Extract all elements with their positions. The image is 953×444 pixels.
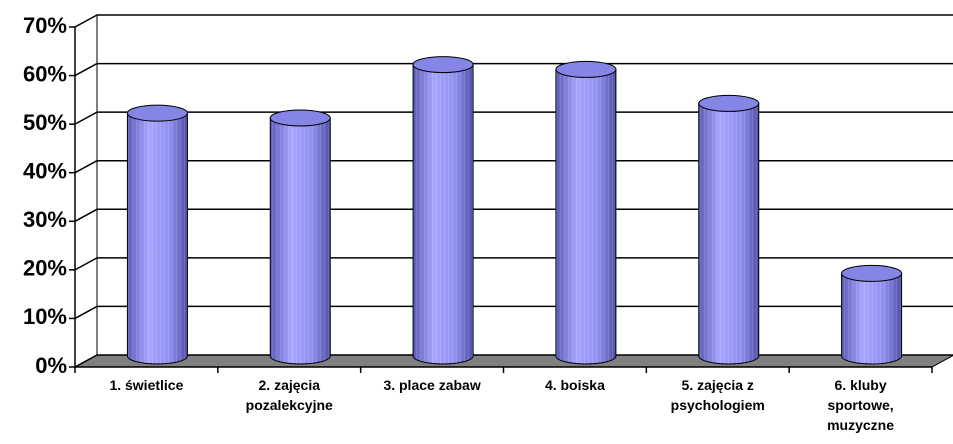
floor <box>74 354 953 368</box>
bar <box>269 109 331 365</box>
x-tick-label: 4. boiska <box>544 377 605 393</box>
bar <box>126 104 188 365</box>
grid-line <box>74 111 98 125</box>
grid-line <box>74 160 98 174</box>
bar-part <box>126 104 188 122</box>
bar <box>555 60 617 365</box>
y-tick-label: 20% <box>23 256 67 281</box>
grid-line <box>74 257 98 271</box>
back-wall <box>96 14 953 356</box>
grid-line <box>74 354 98 368</box>
y-tick-label: 10% <box>23 304 67 329</box>
x-tick-label: 2. zajęcia pozalekcyjne <box>245 377 333 413</box>
bar-part <box>413 64 474 365</box>
x-tick-label: 3. place zabaw <box>383 377 481 393</box>
y-tick-label: 60% <box>23 61 67 86</box>
bar-part <box>127 113 188 365</box>
bar-part <box>698 103 759 364</box>
bar-part <box>270 118 331 364</box>
grid-line <box>74 14 98 28</box>
bar <box>841 264 903 365</box>
y-tick-label: 40% <box>23 159 67 184</box>
x-tick-label: 1. świetlice <box>109 377 184 393</box>
bar-part <box>698 94 760 112</box>
grid-line <box>74 208 98 222</box>
bar-part <box>412 56 474 74</box>
bar-part <box>555 60 617 78</box>
y-tick-label: 50% <box>23 110 67 135</box>
y-tick-label: 30% <box>23 207 67 232</box>
bar <box>698 94 760 365</box>
bar-part <box>841 264 903 282</box>
bar-part <box>555 69 616 364</box>
x-tick-label: 6. kluby sportowe, muzyczne <box>827 377 895 433</box>
grid-line <box>74 305 98 320</box>
bar-part <box>841 273 902 364</box>
grid-line <box>74 62 98 77</box>
bar <box>412 56 474 365</box>
side-wall <box>74 14 98 368</box>
x-tick-label: 5. zajęcia z psychologiem <box>670 377 765 413</box>
y-tick-label: 0% <box>35 353 67 378</box>
y-tick-label: 70% <box>23 13 67 38</box>
bar-part <box>269 109 331 127</box>
